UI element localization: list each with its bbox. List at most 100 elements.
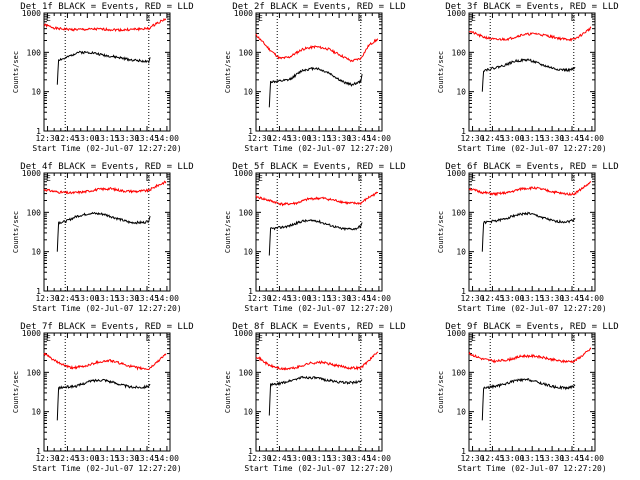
chart-title: Det 6f BLACK = Events, RED = LLD (445, 162, 618, 172)
x-tick-label: 12:45 (267, 134, 291, 143)
events-series-line (268, 218, 363, 256)
event-marker-label: E (571, 14, 576, 23)
y-tick-label: 1 (36, 447, 41, 456)
event-marker-label: E (146, 334, 151, 343)
x-tick-label: 12:45 (55, 294, 79, 303)
y-tick-label: 100 (452, 48, 467, 57)
x-tick-label: 14:00 (580, 454, 604, 463)
x-tick-label: 12:45 (55, 134, 79, 143)
events-series-line (268, 66, 363, 108)
y-tick-label: 1000 (447, 169, 466, 178)
x-tick-label: 13:45 (560, 294, 584, 303)
plot-frame (468, 332, 596, 452)
x-tick-label: 13:15 (95, 454, 119, 463)
chart-panel-5: Det 5f BLACK = Events, RED = LLD E E 1 10 100… (224, 162, 406, 313)
x-axis-label: Start Time (02-Jul-07 12:27:20) (32, 464, 181, 473)
y-axis-label: Counts/sec (224, 51, 232, 93)
x-tick-label: 13:15 (95, 294, 119, 303)
event-marker-label: E (46, 174, 51, 183)
x-tick-label: 13:45 (560, 454, 584, 463)
y-tick-label: 100 (452, 208, 467, 217)
x-axis-label: Start Time (02-Jul-07 12:27:20) (244, 304, 393, 313)
y-tick-label: 1000 (447, 329, 466, 338)
x-tick-label: 12:30 (460, 454, 484, 463)
event-marker-label: E (358, 174, 363, 183)
x-tick-label: 13:30 (327, 454, 351, 463)
x-tick-label: 12:30 (35, 454, 59, 463)
plot-frame (255, 12, 383, 132)
y-tick-label: 1 (461, 287, 466, 296)
chart-title: Det 5f BLACK = Events, RED = LLD (232, 162, 405, 172)
x-tick-label: 13:15 (307, 134, 331, 143)
x-tick-label: 14:00 (155, 454, 179, 463)
event-marker-label: E (258, 174, 263, 183)
event-marker-label: E (258, 14, 263, 23)
y-tick-label: 1000 (234, 329, 253, 338)
y-tick-label: 1000 (22, 329, 41, 338)
x-axis-label: Start Time (02-Jul-07 12:27:20) (32, 144, 181, 153)
events-series-line (268, 375, 363, 416)
event-marker-label: E (571, 334, 576, 343)
plot-frame (255, 332, 383, 452)
y-tick-label: 1 (248, 127, 253, 136)
events-series-line (56, 211, 151, 252)
y-axis-label: Counts/sec (437, 51, 445, 93)
chart-title: Det 1f BLACK = Events, RED = LLD (20, 2, 193, 12)
plot-frame (43, 332, 171, 452)
x-axis-label: Start Time (02-Jul-07 12:27:20) (457, 144, 606, 153)
x-tick-label: 13:45 (135, 134, 159, 143)
chart-panel-3: Det 3f BLACK = Events, RED = LLD E E 1 10 100… (437, 2, 619, 153)
event-marker-label: E (46, 14, 51, 23)
y-tick-label: 100 (239, 368, 254, 377)
chart-title: Det 2f BLACK = Events, RED = LLD (232, 2, 405, 12)
x-tick-label: 13:00 (287, 294, 311, 303)
plot-frame (43, 12, 171, 132)
y-tick-label: 1 (36, 287, 41, 296)
chart-panel-2: Det 2f BLACK = Events, RED = LLD E E 1 10 100… (224, 2, 406, 153)
event-marker-label: E (471, 174, 476, 183)
y-axis-label: Counts/sec (12, 51, 20, 93)
y-tick-label: 1 (248, 447, 253, 456)
event-marker-label: E (358, 334, 363, 343)
event-marker-label: E (471, 334, 476, 343)
x-tick-label: 14:00 (155, 294, 179, 303)
y-tick-label: 100 (27, 48, 42, 57)
x-tick-label: 13:15 (520, 134, 544, 143)
x-tick-label: 14:00 (367, 134, 391, 143)
x-tick-label: 13:45 (347, 294, 371, 303)
x-tick-label: 12:30 (247, 294, 271, 303)
x-tick-label: 13:00 (287, 134, 311, 143)
y-tick-label: 1000 (234, 9, 253, 18)
y-tick-label: 1000 (22, 9, 41, 18)
y-axis-label: Counts/sec (437, 211, 445, 253)
x-tick-label: 13:45 (347, 134, 371, 143)
x-tick-label: 13:00 (75, 134, 99, 143)
x-tick-label: 13:00 (500, 454, 524, 463)
chart-panel-4: Det 4f BLACK = Events, RED = LLD E E 1 10 100… (12, 162, 194, 313)
y-tick-label: 1000 (22, 169, 41, 178)
events-series-line (481, 377, 576, 421)
y-axis-label: Counts/sec (224, 371, 232, 413)
x-axis-label: Start Time (02-Jul-07 12:27:20) (457, 464, 606, 473)
event-marker-label: E (571, 174, 576, 183)
chart-panel-7: Det 7f BLACK = Events, RED = LLD E E 1 10 100… (12, 322, 194, 473)
y-axis-label: Counts/sec (224, 211, 232, 253)
x-tick-label: 12:45 (480, 294, 504, 303)
chart-title: Det 7f BLACK = Events, RED = LLD (20, 322, 193, 332)
x-tick-label: 12:30 (247, 134, 271, 143)
x-tick-label: 13:15 (95, 134, 119, 143)
plot-frame (255, 172, 383, 292)
x-tick-label: 13:00 (75, 454, 99, 463)
y-tick-label: 1000 (447, 9, 466, 18)
y-tick-label: 100 (239, 48, 254, 57)
plot-frame (468, 172, 596, 292)
x-tick-label: 14:00 (580, 294, 604, 303)
y-axis-label: Counts/sec (12, 211, 20, 253)
x-tick-label: 12:30 (35, 294, 59, 303)
x-axis-label: Start Time (02-Jul-07 12:27:20) (244, 144, 393, 153)
x-tick-label: 12:30 (460, 294, 484, 303)
x-tick-label: 14:00 (155, 134, 179, 143)
y-tick-label: 100 (27, 368, 42, 377)
x-tick-label: 14:00 (367, 454, 391, 463)
lld-series-line (43, 352, 167, 371)
